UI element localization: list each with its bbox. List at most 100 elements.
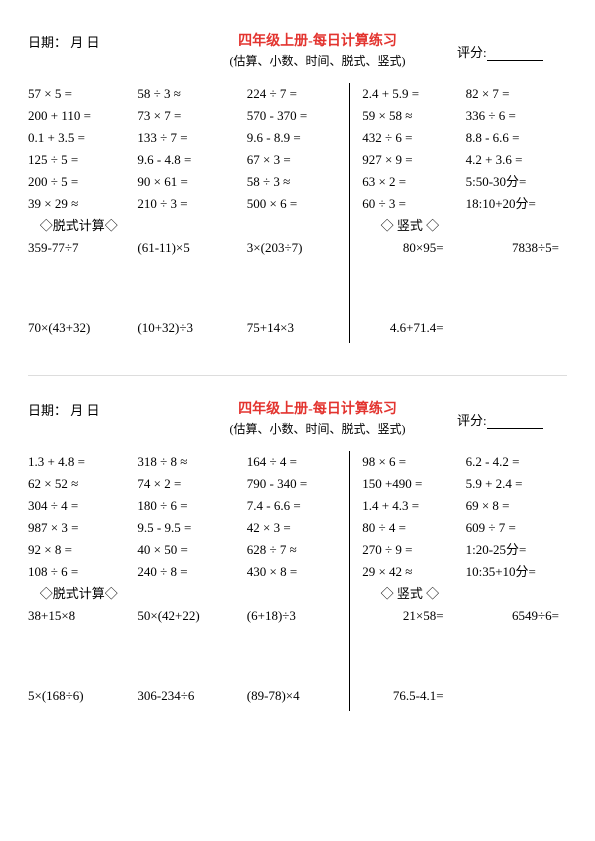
problem: 790 - 340 = bbox=[247, 473, 348, 495]
problem: 40 × 50 = bbox=[137, 539, 238, 561]
problem: 90 × 61 = bbox=[137, 171, 238, 193]
subtitle: (估算、小数、时间、脱式、竖式) bbox=[178, 52, 457, 69]
problem: 67 × 3 = bbox=[247, 149, 348, 171]
problem: 628 ÷ 7 ≈ bbox=[247, 539, 348, 561]
col-1: 1.3 + 4.8 = 62 × 52 ≈ 304 ÷ 4 = 987 × 3 … bbox=[28, 451, 129, 605]
problem: 150 +490 = bbox=[362, 473, 457, 495]
problem: 63 × 2 = bbox=[362, 171, 457, 193]
worksheet-1: 日期： 月 日 四年级上册-每日计算练习 (估算、小数、时间、脱式、竖式) 评分… bbox=[28, 30, 567, 355]
problem: 9.6 - 8.9 = bbox=[247, 127, 348, 149]
problem: 270 ÷ 9 = bbox=[362, 539, 457, 561]
problem: 125 ÷ 5 = bbox=[28, 149, 129, 171]
col-4: 98 × 6 = 150 +490 = 1.4 + 4.3 = 80 ÷ 4 =… bbox=[356, 451, 457, 605]
problem: 4.6+71.4= bbox=[362, 317, 443, 355]
problem: 200 ÷ 5 = bbox=[28, 171, 129, 193]
col-5: 82 × 7 = 336 ÷ 6 = 8.8 - 6.6 = 4.2 + 3.6… bbox=[466, 83, 567, 237]
subtitle: (估算、小数、时间、脱式、竖式) bbox=[178, 420, 457, 437]
col-4: 2.4 + 5.9 = 59 × 58 ≈ 432 ÷ 6 = 927 × 9 … bbox=[356, 83, 457, 237]
problem: 210 ÷ 3 = bbox=[137, 193, 238, 215]
score-label: 评分: bbox=[457, 30, 567, 61]
problem: 987 × 3 = bbox=[28, 517, 129, 539]
problem: 1.4 + 4.3 = bbox=[362, 495, 457, 517]
problem: 50×(42+22) bbox=[137, 605, 238, 685]
problem: 57 × 5 = bbox=[28, 83, 129, 105]
problem: 82 × 7 = bbox=[466, 83, 567, 105]
col-5: 6.2 - 4.2 = 5.9 + 2.4 = 69 × 8 = 609 ÷ 7… bbox=[466, 451, 567, 605]
date-label: 日期： 月 日 bbox=[28, 398, 178, 419]
problem: 240 ÷ 8 = bbox=[137, 561, 238, 583]
problem: 432 ÷ 6 = bbox=[362, 127, 457, 149]
problem: 80×95= bbox=[362, 237, 443, 317]
problem: 133 ÷ 7 = bbox=[137, 127, 238, 149]
section-tuoshi: ◇脱式计算◇ bbox=[28, 583, 129, 605]
title-block: 四年级上册-每日计算练习 (估算、小数、时间、脱式、竖式) bbox=[178, 398, 457, 437]
problem bbox=[466, 685, 567, 723]
section-tuoshi: ◇脱式计算◇ bbox=[28, 215, 129, 237]
problem: 5:50-30分= bbox=[466, 171, 567, 193]
problem: 1.3 + 4.8 = bbox=[28, 451, 129, 473]
problem: 21×58= bbox=[362, 605, 443, 685]
problem: 5.9 + 2.4 = bbox=[466, 473, 567, 495]
separator bbox=[28, 375, 567, 376]
problem: 4.2 + 3.6 = bbox=[466, 149, 567, 171]
divider bbox=[349, 451, 350, 711]
problem: 98 × 6 = bbox=[362, 451, 457, 473]
problem: 927 × 9 = bbox=[362, 149, 457, 171]
divider bbox=[349, 83, 350, 343]
problem: 8.8 - 6.6 = bbox=[466, 127, 567, 149]
date-label: 日期： 月 日 bbox=[28, 30, 178, 51]
problem: 7838÷5= bbox=[466, 237, 559, 317]
problem: (6+18)÷3 bbox=[247, 605, 348, 685]
problem: 336 ÷ 6 = bbox=[466, 105, 567, 127]
problem: 76.5-4.1= bbox=[362, 685, 443, 723]
title: 四年级上册-每日计算练习 bbox=[178, 398, 457, 418]
problem bbox=[466, 317, 567, 355]
problem: 3×(203÷7) bbox=[247, 237, 348, 317]
problem: 59 × 58 ≈ bbox=[362, 105, 457, 127]
title: 四年级上册-每日计算练习 bbox=[178, 30, 457, 50]
problem-grid: 1.3 + 4.8 = 62 × 52 ≈ 304 ÷ 4 = 987 × 3 … bbox=[28, 451, 567, 723]
problem: 6549÷6= bbox=[466, 605, 559, 685]
problem: 224 ÷ 7 = bbox=[247, 83, 348, 105]
problem: 92 × 8 = bbox=[28, 539, 129, 561]
problem: 9.5 - 9.5 = bbox=[137, 517, 238, 539]
problem: 62 × 52 ≈ bbox=[28, 473, 129, 495]
problem: 39 × 29 ≈ bbox=[28, 193, 129, 215]
problem: 80 ÷ 4 = bbox=[362, 517, 457, 539]
problem: (10+32)÷3 bbox=[137, 317, 238, 355]
problem: 108 ÷ 6 = bbox=[28, 561, 129, 583]
problem: 69 × 8 = bbox=[466, 495, 567, 517]
problem: 74 × 2 = bbox=[137, 473, 238, 495]
worksheet-2: 日期： 月 日 四年级上册-每日计算练习 (估算、小数、时间、脱式、竖式) 评分… bbox=[28, 398, 567, 723]
problem: 58 ÷ 3 ≈ bbox=[137, 83, 238, 105]
problem: 60 ÷ 3 = bbox=[362, 193, 457, 215]
problem: 200 + 110 = bbox=[28, 105, 129, 127]
section-shushi: ◇ 竖式 ◇ bbox=[362, 215, 457, 237]
problem: 5×(168÷6) bbox=[28, 685, 129, 723]
col-3: 164 ÷ 4 = 790 - 340 = 7.4 - 6.6 = 42 × 3… bbox=[247, 451, 348, 605]
problem: (89-78)×4 bbox=[247, 685, 348, 723]
problem: 180 ÷ 6 = bbox=[137, 495, 238, 517]
problem: 10:35+10分= bbox=[466, 561, 567, 583]
problem: 6.2 - 4.2 = bbox=[466, 451, 567, 473]
problem: 430 × 8 = bbox=[247, 561, 348, 583]
score-line bbox=[487, 428, 543, 429]
problem: 75+14×3 bbox=[247, 317, 348, 355]
problem: (61-11)×5 bbox=[137, 237, 238, 317]
problem: 306-234÷6 bbox=[137, 685, 238, 723]
problem: 42 × 3 = bbox=[247, 517, 348, 539]
problem: 29 × 42 ≈ bbox=[362, 561, 457, 583]
col-3: 224 ÷ 7 = 570 - 370 = 9.6 - 8.9 = 67 × 3… bbox=[247, 83, 348, 237]
problem: 0.1 + 3.5 = bbox=[28, 127, 129, 149]
problem: 318 ÷ 8 ≈ bbox=[137, 451, 238, 473]
problem: 500 × 6 = bbox=[247, 193, 348, 215]
problem: 73 × 7 = bbox=[137, 105, 238, 127]
score-line bbox=[487, 60, 543, 61]
col-1: 57 × 5 = 200 + 110 = 0.1 + 3.5 = 125 ÷ 5… bbox=[28, 83, 129, 237]
problem: 359-77÷7 bbox=[28, 237, 129, 317]
col-2: 58 ÷ 3 ≈ 73 × 7 = 133 ÷ 7 = 9.6 - 4.8 = … bbox=[137, 83, 238, 237]
header: 日期： 月 日 四年级上册-每日计算练习 (估算、小数、时间、脱式、竖式) 评分… bbox=[28, 30, 567, 69]
problem: 58 ÷ 3 ≈ bbox=[247, 171, 348, 193]
problem: 570 - 370 = bbox=[247, 105, 348, 127]
header: 日期： 月 日 四年级上册-每日计算练习 (估算、小数、时间、脱式、竖式) 评分… bbox=[28, 398, 567, 437]
